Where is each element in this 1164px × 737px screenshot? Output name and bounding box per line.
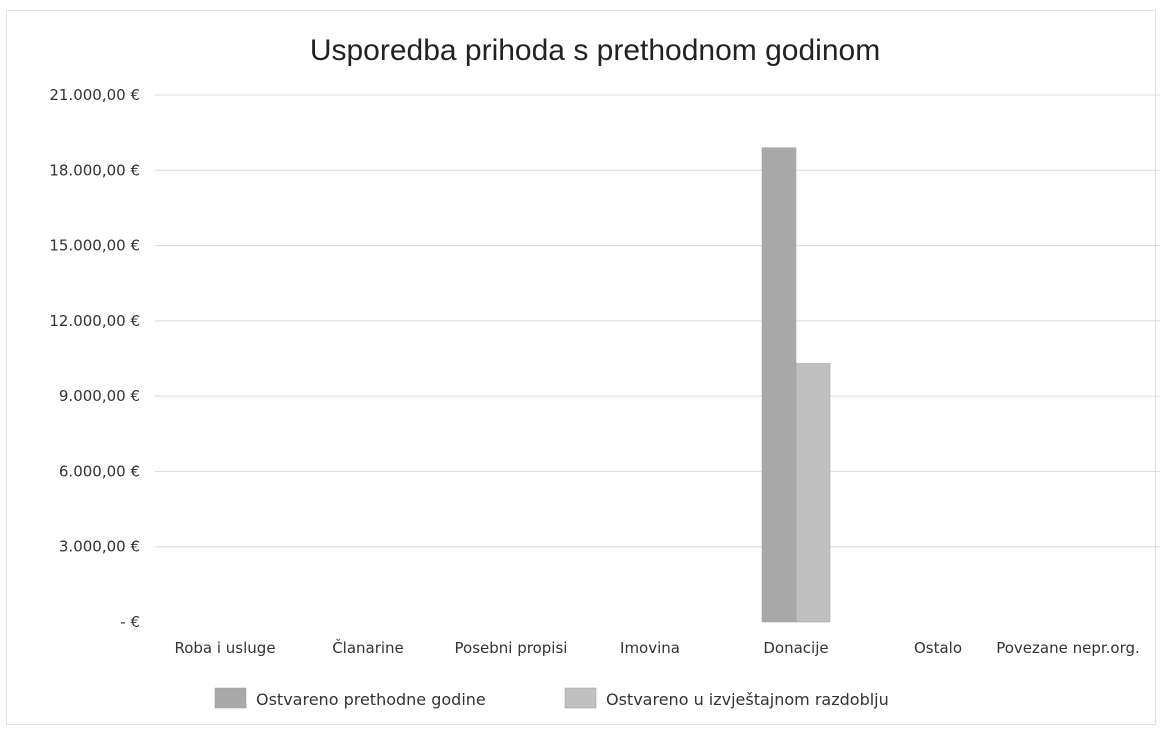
x-tick-label: Roba i usluge	[174, 639, 275, 657]
bars	[761, 147, 831, 623]
bar-current-period-4	[795, 363, 831, 623]
x-tick-label: Povezane nepr.org.	[996, 639, 1140, 657]
legend-label: Ostvareno u izvještajnom razdoblju	[606, 690, 889, 709]
x-axis-ticks: Roba i usluge Članarine Posebni propisi Imo…	[174, 638, 1139, 657]
x-tick-label: Članarine	[332, 638, 404, 657]
x-tick-label: Posebni propisi	[455, 639, 568, 657]
gridlines	[155, 94, 1160, 548]
chart-frame	[6, 10, 1156, 725]
y-tick-label: 6.000,00 €	[59, 462, 140, 480]
legend-label: Ostvareno prethodne godine	[256, 690, 486, 709]
x-tick-label: Ostalo	[914, 639, 962, 657]
y-axis-ticks: - € 3.000,00 € 6.000,00 € 9.000,00 € 12.000,…	[49, 86, 140, 631]
bar-previous-year-4	[761, 147, 797, 623]
y-tick-label: 21.000,00 €	[49, 86, 140, 104]
legend: Ostvareno prethodne godine Ostvareno u iz…	[214, 687, 889, 709]
y-tick-label: 15.000,00 €	[49, 237, 140, 255]
legend-swatch	[214, 687, 247, 709]
y-tick-label: 18.000,00 €	[49, 161, 140, 179]
y-tick-label: 3.000,00 €	[59, 538, 140, 556]
y-tick-label: 12.000,00 €	[49, 312, 140, 330]
x-tick-label: Imovina	[620, 639, 680, 657]
x-tick-label: Donacije	[763, 639, 828, 657]
legend-swatch	[564, 687, 597, 709]
y-tick-label: - €	[120, 613, 140, 631]
y-tick-label: 9.000,00 €	[59, 387, 140, 405]
chart-title: Usporedba prihoda s prethodnom godinom	[310, 34, 880, 67]
